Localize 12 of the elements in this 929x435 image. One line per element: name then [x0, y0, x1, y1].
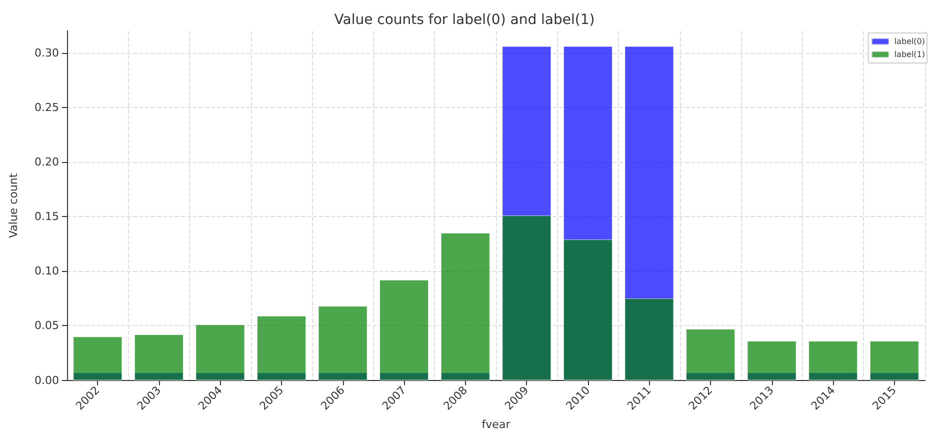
y-tick-label: 0.15: [34, 210, 59, 224]
y-tick-label: 0.30: [34, 46, 59, 60]
y-tick-label: 0.10: [34, 264, 59, 278]
y-tick-label: 0.20: [34, 155, 59, 168]
legend-label: label(1): [894, 50, 926, 59]
legend-label: label(0): [894, 37, 926, 46]
chart-title: Value counts for label(0) and label(1): [334, 12, 595, 28]
y-tick-label: 0.05: [34, 319, 59, 332]
y-tick-label: 0.00: [34, 374, 59, 387]
y-tick-label: 0.25: [34, 100, 59, 114]
x-axis-title: fvear: [482, 418, 511, 431]
y-axis-title: Value count: [7, 172, 20, 238]
